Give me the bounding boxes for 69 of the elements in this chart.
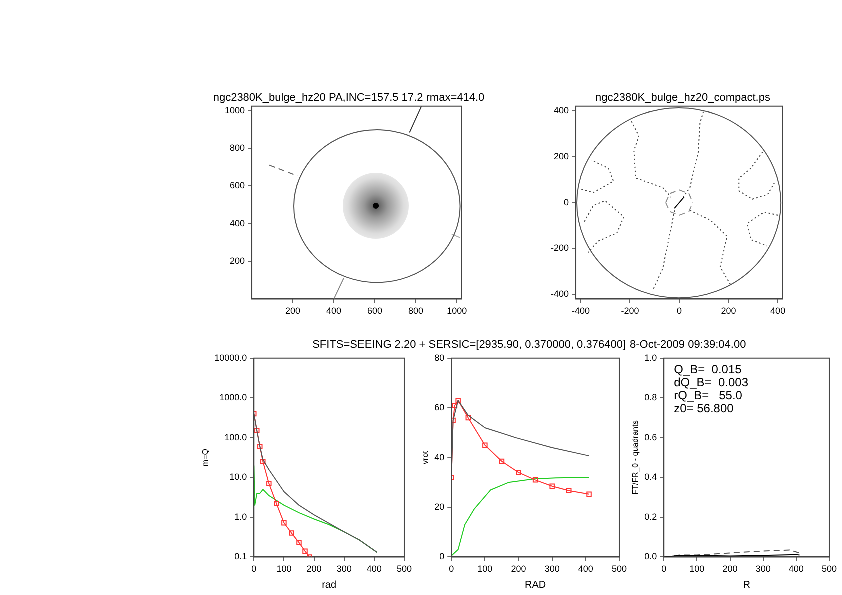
x-tick-label: 500 bbox=[396, 564, 412, 574]
x-tick-label: 0 bbox=[677, 306, 682, 316]
x-tick-label: -200 bbox=[621, 306, 640, 316]
y-tick-label: 20 bbox=[434, 502, 445, 512]
chart-title: SFITS=SEEING 2.20 + SERSIC=[2935.90, 0.370000, 0.376400] bbox=[312, 339, 626, 352]
y-tick-label: 400 bbox=[554, 105, 570, 116]
y-tick-label: 100.0 bbox=[224, 432, 248, 442]
y-tick-label: -400 bbox=[551, 289, 570, 300]
y-tick-label: 0 bbox=[564, 197, 570, 208]
y-tick-label: 200 bbox=[554, 151, 570, 162]
y-tick-label: 1000 bbox=[224, 105, 246, 116]
x-tick-label: -400 bbox=[572, 306, 590, 316]
x-tick-label: 100 bbox=[276, 564, 292, 574]
x-tick-label: 400 bbox=[578, 564, 594, 574]
y-axis-title: vrot bbox=[421, 450, 430, 464]
x-tick-label: 400 bbox=[326, 306, 342, 316]
y-tick-label: 1000.0 bbox=[220, 392, 248, 403]
x-axis-title: R bbox=[743, 580, 750, 591]
x-tick-label: 0 bbox=[662, 564, 667, 574]
x-tick-label: 200 bbox=[511, 564, 526, 574]
y-tick-label: 40 bbox=[434, 452, 445, 462]
y-axis-title: m=Q bbox=[201, 449, 210, 467]
chart-title: 8-Oct-2009 09:39:04.00 bbox=[630, 339, 746, 352]
x-tick-label: 400 bbox=[770, 306, 786, 316]
x-tick-label: 1000 bbox=[447, 306, 468, 316]
x-tick-label: 0 bbox=[252, 564, 257, 574]
y-tick-label: 10.0 bbox=[230, 472, 248, 482]
y-tick-label: 1.0 bbox=[644, 352, 658, 363]
y-tick-label: 600 bbox=[230, 180, 246, 191]
y-tick-label: 0.8 bbox=[644, 392, 658, 403]
x-tick-label: 500 bbox=[822, 564, 838, 574]
y-tick-label: 0.1 bbox=[234, 552, 248, 562]
annotation: Q_B= 0.015 bbox=[674, 362, 742, 377]
x-tick-label: 300 bbox=[336, 564, 352, 574]
x-tick-label: 800 bbox=[408, 306, 424, 316]
y-tick-label: 0.2 bbox=[644, 512, 658, 522]
y-tick-label: 0.6 bbox=[644, 432, 658, 442]
chart-title: ngc2380K_bulge_hz20_compact.ps bbox=[596, 92, 770, 105]
x-axis-title: RAD bbox=[524, 580, 546, 591]
x-tick-label: 400 bbox=[788, 564, 804, 574]
x-tick-label: 400 bbox=[366, 564, 382, 574]
x-tick-label: 600 bbox=[368, 306, 383, 316]
x-tick-label: 0 bbox=[449, 564, 454, 574]
chart-title: ngc2380K_bulge_hz20 PA,INC=157.5 17.2 rmax=414.0 bbox=[213, 92, 485, 105]
y-tick-label: 0.4 bbox=[644, 472, 658, 482]
y-tick-label: 800 bbox=[230, 143, 246, 154]
y-tick-label: 200 bbox=[230, 256, 246, 266]
x-tick-label: 100 bbox=[690, 564, 705, 574]
x-tick-label: 200 bbox=[722, 564, 738, 574]
x-tick-label: 100 bbox=[478, 564, 493, 574]
y-tick-label: 1.0 bbox=[234, 512, 248, 522]
annotation: rQ_B= 55.0 bbox=[674, 388, 743, 403]
x-tick-label: 200 bbox=[286, 306, 301, 316]
x-tick-label: 200 bbox=[721, 306, 736, 316]
x-tick-label: 300 bbox=[756, 564, 771, 574]
y-tick-label: 60 bbox=[434, 402, 445, 413]
x-axis-title: rad bbox=[322, 580, 337, 591]
y-tick-label: 0 bbox=[440, 552, 445, 562]
y-tick-label: 80 bbox=[434, 352, 445, 363]
x-tick-label: 200 bbox=[306, 564, 322, 574]
y-axis-title: FT/FR_0 - quadrants bbox=[631, 420, 640, 495]
annotation: dQ_B= 0.003 bbox=[674, 376, 749, 390]
y-tick-label: 10000.0 bbox=[214, 352, 248, 363]
annotation: z0= 56.800 bbox=[674, 402, 734, 416]
y-tick-label: -200 bbox=[551, 243, 570, 254]
x-tick-label: 500 bbox=[612, 564, 628, 574]
y-tick-label: 400 bbox=[230, 218, 246, 228]
x-tick-label: 300 bbox=[544, 564, 560, 574]
y-tick-label: 0.0 bbox=[644, 552, 658, 562]
